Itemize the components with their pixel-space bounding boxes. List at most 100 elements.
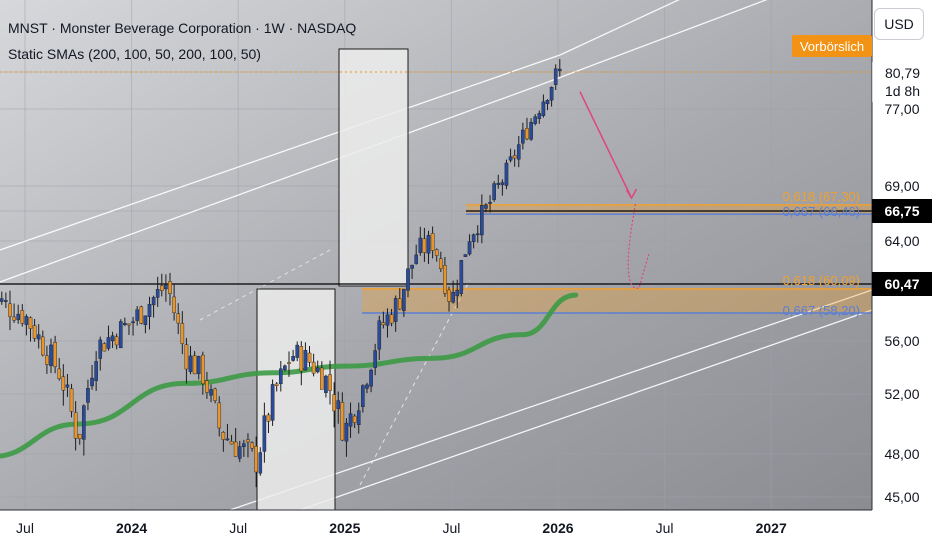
- candle-body: [12, 316, 16, 321]
- candle-body: [324, 375, 328, 393]
- y-tick-label-5: 64,00: [884, 233, 919, 249]
- candle-body: [340, 402, 345, 441]
- last-price-value: 80,79: [884, 65, 921, 81]
- candle-body: [471, 234, 476, 242]
- candle-body: [545, 100, 550, 105]
- fib-label-upper_618: 0,618 (67,30): [783, 189, 860, 204]
- candle-body: [274, 383, 279, 386]
- candlesticks: [0, 59, 562, 488]
- candle-body: [393, 298, 398, 322]
- candle-body: [36, 334, 41, 340]
- candle-body: [32, 325, 37, 339]
- grid-lines: [0, 0, 872, 510]
- candle-body: [422, 238, 427, 253]
- candle-body: [283, 365, 287, 370]
- candle-body: [188, 355, 193, 372]
- candle-body: [77, 433, 82, 440]
- channel-line-3: [299, 309, 873, 511]
- candle-body: [172, 296, 176, 314]
- chart-title: MNST · Monster Beverage Corporation · 1W…: [8, 20, 357, 36]
- candle-body: [303, 350, 308, 371]
- candle-body: [164, 284, 168, 290]
- fib-labels: 0,618 (67,30)0,667 (66,46) 0,618 (60,09) 0…: [783, 189, 860, 318]
- candle-body: [512, 155, 517, 159]
- candle-body: [430, 233, 435, 251]
- x-tick-label-7: 2027: [756, 520, 787, 536]
- candle-body: [53, 341, 57, 368]
- channel-line-1: [0, 84, 541, 283]
- candle-body: [295, 344, 300, 358]
- candle-body: [147, 304, 152, 317]
- last-price-tag: 80,79 1d 8h: [872, 62, 932, 102]
- candle-body: [344, 422, 349, 442]
- candle-body: [250, 442, 254, 449]
- indicator-legend[interactable]: Static SMAs (200, 100, 50, 200, 100, 50): [8, 46, 261, 62]
- candle-body: [500, 182, 505, 185]
- y-tick-label-8: 77,00: [884, 101, 919, 117]
- candle-body: [369, 369, 373, 387]
- candle-body: [49, 344, 53, 367]
- fib-zones: [362, 204, 872, 314]
- candle-body: [463, 254, 468, 257]
- candle-body: [459, 260, 464, 294]
- x-tick-label-0: Jul: [16, 520, 34, 536]
- candle-body: [45, 355, 49, 365]
- channel-line-4: [559, 0, 680, 56]
- sma-200-path: [0, 292, 579, 459]
- y-tick-label-7: 69,00: [884, 178, 919, 194]
- candle-body: [102, 343, 107, 352]
- channel-line-0: [0, 54, 561, 251]
- x-tick-label-5: 2026: [542, 520, 573, 536]
- candle-body: [16, 313, 20, 321]
- candle-body: [139, 306, 144, 324]
- candle-body: [192, 355, 197, 375]
- candle-body: [414, 254, 418, 264]
- fib-label-upper_667: 0,667 (66,46): [783, 204, 860, 219]
- candle-body: [311, 361, 316, 374]
- candle-body: [127, 323, 131, 326]
- candle-body: [254, 446, 258, 473]
- horizontal-levels: [0, 71, 872, 285]
- candle-body: [242, 443, 246, 447]
- candle-body: [159, 285, 164, 291]
- candle-body: [8, 303, 12, 317]
- candle-body: [525, 128, 529, 140]
- candle-body: [553, 68, 558, 85]
- candle-body: [434, 249, 439, 256]
- candle-body: [262, 415, 267, 452]
- candle-body: [110, 335, 115, 342]
- x-tick-label-3: 2025: [329, 520, 360, 536]
- candle-body: [217, 402, 222, 429]
- candle-body: [28, 317, 33, 329]
- y-tick-label-0: 45,00: [884, 489, 919, 505]
- candle-body: [0, 298, 4, 302]
- candle-body: [529, 121, 533, 140]
- candle-body: [278, 368, 283, 385]
- range-box-upper: [338, 48, 409, 287]
- currency-button[interactable]: USD: [874, 8, 924, 40]
- candle-body: [118, 321, 123, 349]
- candle-body: [516, 144, 521, 160]
- candle-body: [439, 258, 443, 270]
- candle-body: [385, 314, 390, 326]
- candle-body: [397, 298, 402, 310]
- candle-body: [258, 452, 263, 474]
- candle-body: [225, 438, 230, 441]
- candle-body: [246, 439, 250, 443]
- candle-body: [336, 400, 341, 409]
- candle-body: [73, 412, 78, 439]
- candle-body: [549, 87, 554, 101]
- candle-body: [299, 346, 304, 372]
- x-axis-band: [0, 510, 932, 550]
- candle-body: [508, 156, 513, 161]
- candle-body: [361, 385, 365, 408]
- candle-body: [492, 183, 496, 200]
- candle-body: [41, 336, 45, 356]
- channel-dashed-line: [359, 279, 471, 486]
- bar-countdown: 1d 8h: [884, 83, 921, 99]
- fib-label-lower_618: 0,618 (60,09): [783, 273, 860, 288]
- candle-body: [69, 388, 74, 412]
- candle-body: [90, 377, 94, 387]
